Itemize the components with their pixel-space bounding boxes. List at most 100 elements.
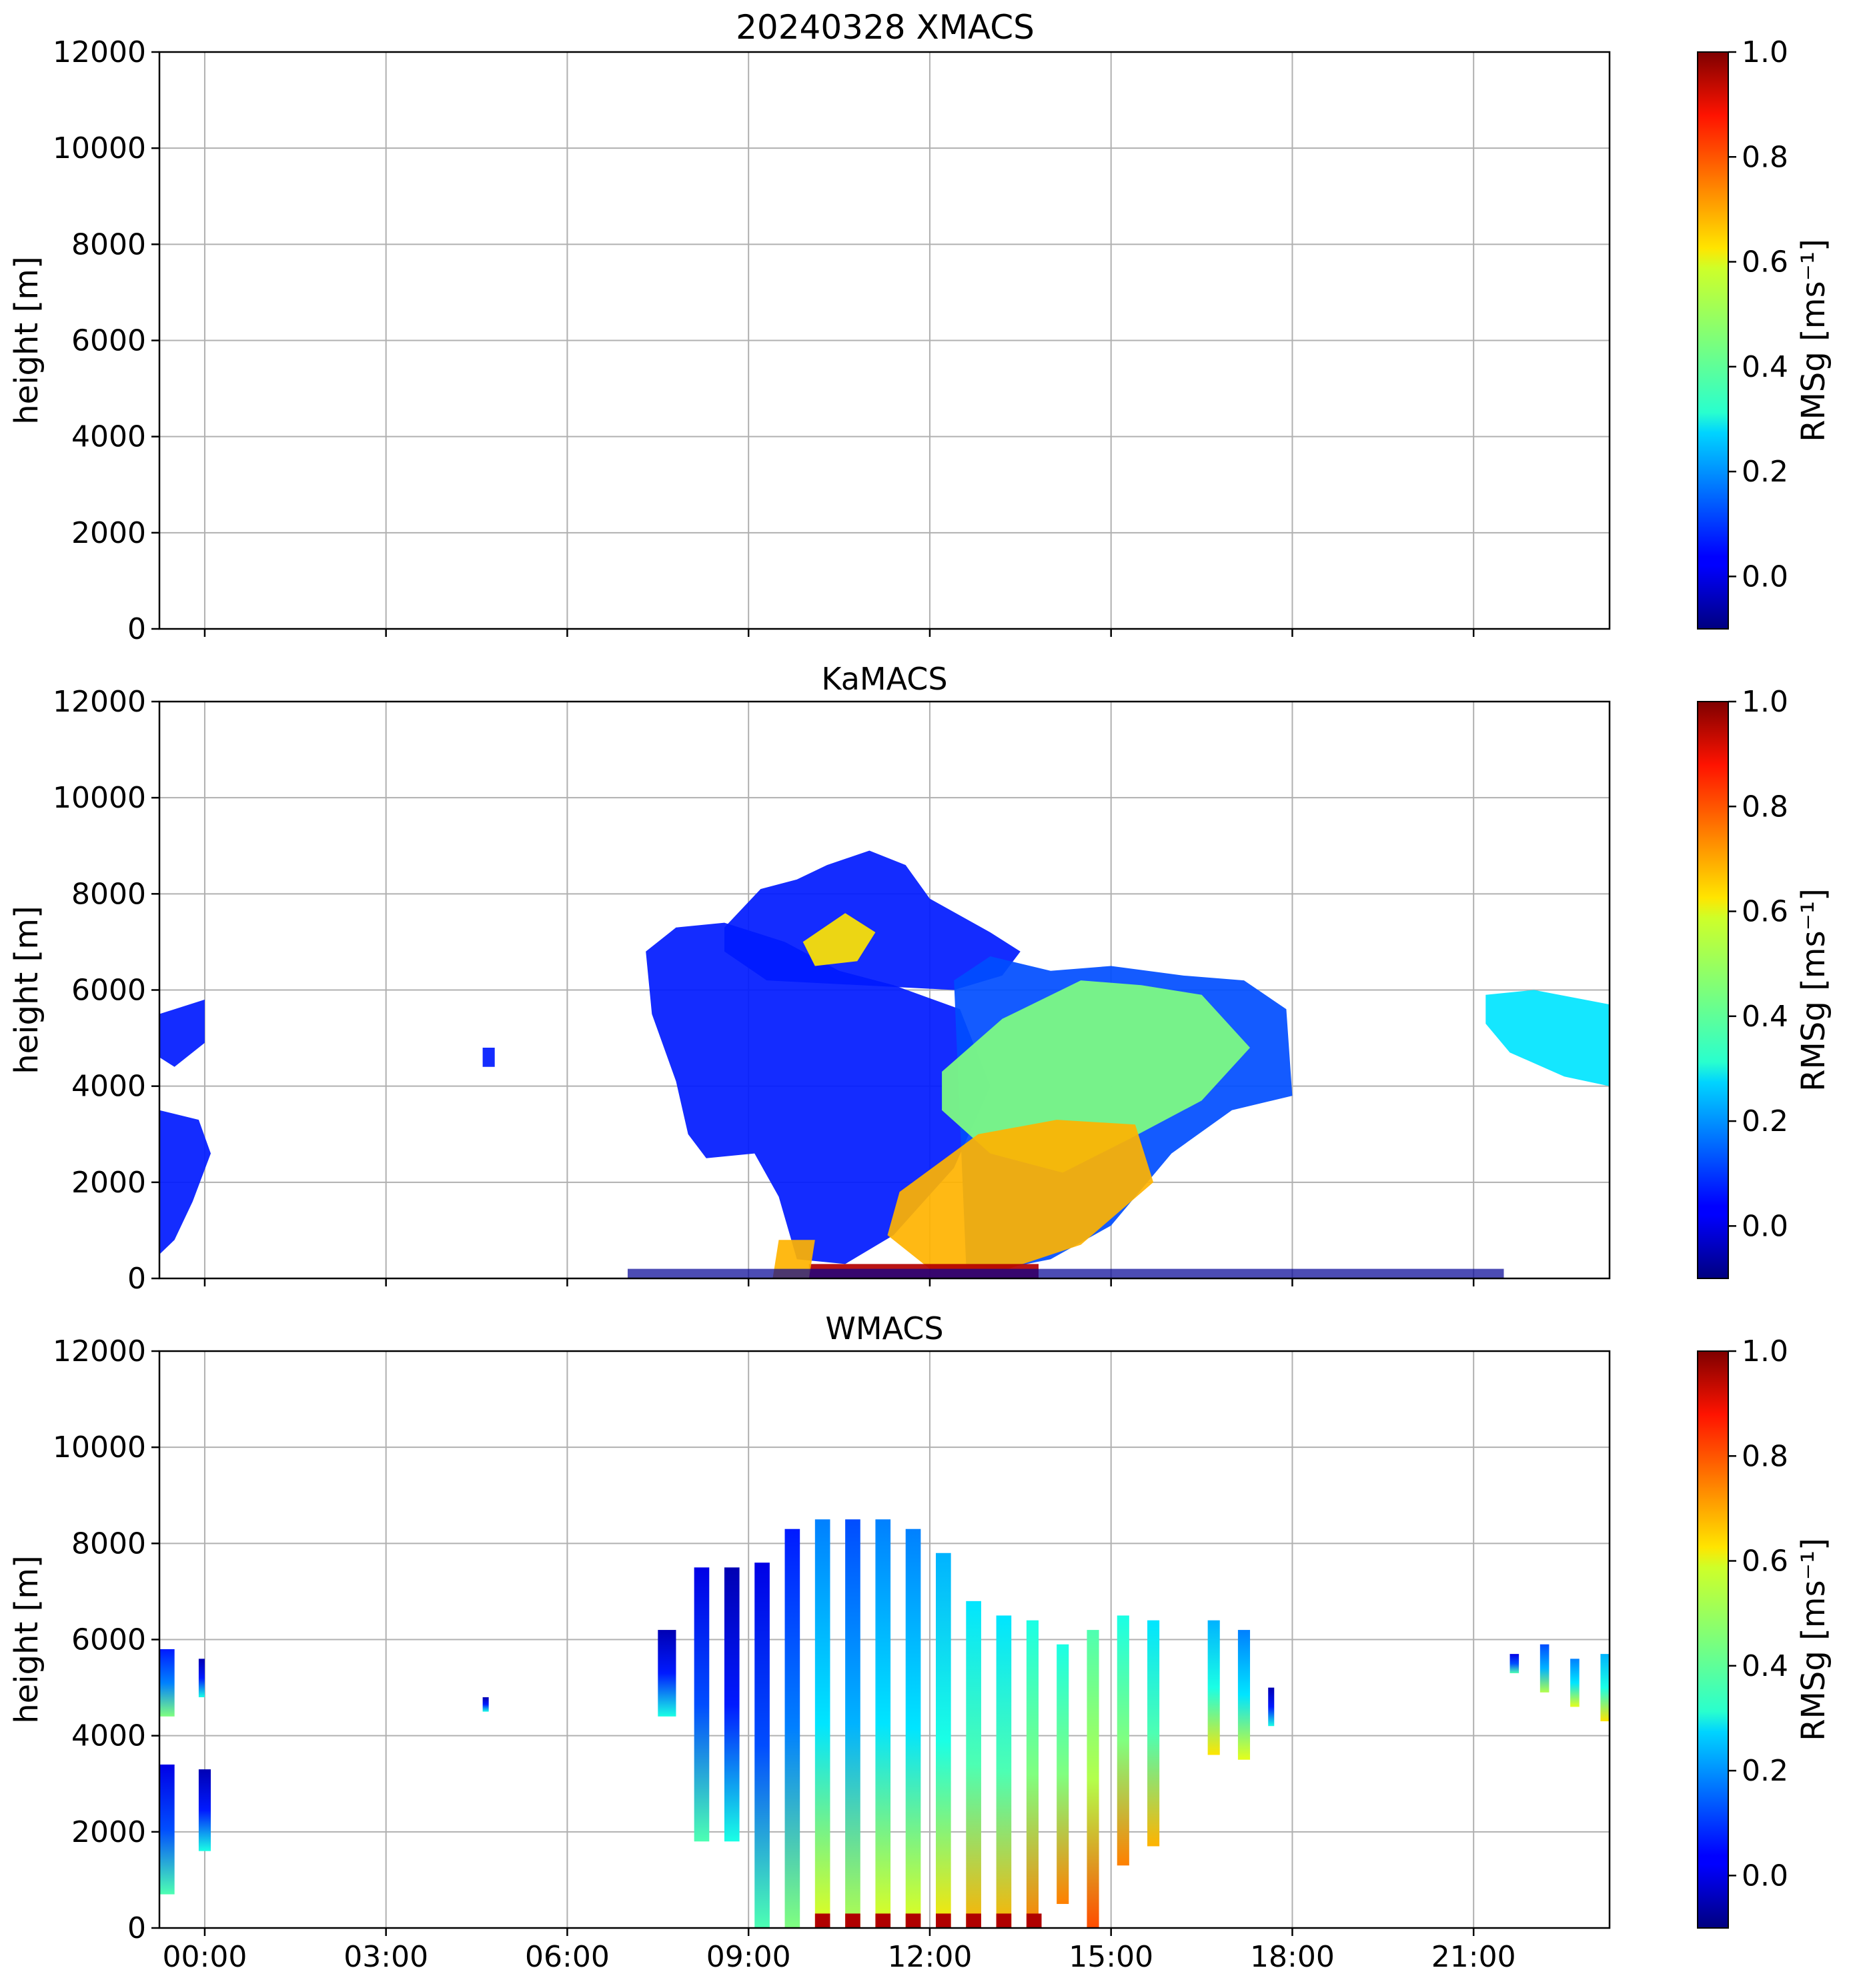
y-tick-label: 12000 [53, 685, 146, 719]
y-tick-label: 8000 [71, 227, 146, 261]
echo-early-upper-cloud [159, 999, 205, 1067]
echo-surface-strong [875, 1913, 891, 1928]
echo-small-echo [482, 1048, 495, 1067]
echo-band [845, 1519, 860, 1928]
colorbar-label: RMSg [ms⁻¹] [1795, 239, 1832, 442]
panel-1: 0 2000 4000 6000 8000 10000 12000 height [m] 0.0… [8, 35, 1832, 646]
colorbar-tick-label: 0.2 [1742, 1104, 1788, 1138]
y-tick-label: 2000 [71, 1166, 146, 1200]
x-tick-label: 18:00 [1250, 1940, 1335, 1974]
colorbar-tick-label: 0.6 [1742, 895, 1788, 929]
echo-band [905, 1529, 921, 1928]
colorbar-tick-label: 0.6 [1742, 245, 1788, 279]
echo-early-lower-cloud [159, 1110, 211, 1254]
colorbar [1697, 701, 1729, 1279]
echo-upper-turbulent-patch [802, 913, 876, 966]
echo-band [1117, 1615, 1129, 1866]
echo-band [996, 1615, 1012, 1928]
x-tick-label: 00:00 [163, 1940, 247, 1974]
y-tick-label: 10000 [53, 1430, 146, 1464]
y-tick-label: 10000 [53, 781, 146, 815]
echo-late-cloud [1485, 990, 1610, 1086]
y-tick-label: 4000 [71, 1070, 146, 1104]
y-tick-label: 2000 [71, 1815, 146, 1849]
echo-band [482, 1697, 489, 1712]
panel-2: KaMACS 0 2000 4000 6000 8000 10000 12000 height … [8, 661, 1832, 1296]
echo-mid-level-turbulent-band [942, 980, 1250, 1173]
colorbar-tick-label: 0.4 [1742, 350, 1788, 384]
echo-band [1147, 1620, 1160, 1847]
echo-surface-strong [845, 1913, 860, 1928]
echo-band [875, 1519, 891, 1928]
colorbar-tick-label: 0.8 [1742, 140, 1788, 174]
y-tick-label: 12000 [53, 1334, 146, 1368]
y-tick-label: 8000 [71, 877, 146, 911]
echo-band [159, 1649, 175, 1717]
y-tick-label: 6000 [71, 974, 146, 1008]
colorbar-tick-label: 0.4 [1742, 1000, 1788, 1034]
y-axis-label: height [m] [8, 906, 45, 1074]
y-tick-label: 0 [127, 612, 146, 646]
colorbar-label: RMSg [ms⁻¹] [1795, 888, 1832, 1092]
echo-surface-strong [996, 1913, 1012, 1928]
y-tick-label: 12000 [53, 35, 146, 69]
colorbar-tick-label: 0.2 [1742, 455, 1788, 489]
y-tick-label: 6000 [71, 324, 146, 358]
panel-3: WMACS 0 2000 4000 6000 8000 10000 12000 00:00 03:… [8, 1310, 1832, 1974]
y-tick-label: 0 [127, 1262, 146, 1296]
echo-band [1509, 1654, 1519, 1673]
echo-band [658, 1630, 676, 1717]
echo-band [1600, 1654, 1610, 1722]
echo-band [198, 1659, 205, 1697]
echo-band [1237, 1630, 1251, 1760]
echo-band [198, 1769, 211, 1851]
echo-band [1207, 1620, 1220, 1755]
x-tick-label: 03:00 [344, 1940, 428, 1974]
echo-main-cloud-left [646, 922, 991, 1264]
echo-surface-strong [905, 1913, 921, 1928]
y-tick-label: 0 [127, 1911, 146, 1945]
y-tick-label: 2000 [71, 516, 146, 550]
colorbar [1697, 51, 1729, 630]
echo-band [935, 1553, 951, 1928]
figure-title: 20240328 XMACS [736, 8, 1035, 47]
echo-layer [159, 850, 1610, 1278]
colorbar-tick-label: 0.4 [1742, 1649, 1788, 1683]
echo-band [1570, 1659, 1580, 1707]
echo-band [966, 1601, 981, 1928]
echo-band [784, 1529, 800, 1928]
echo-band [1026, 1620, 1039, 1928]
colorbar-label: RMSg [ms⁻¹] [1795, 1538, 1832, 1741]
colorbar-tick-label: 0.2 [1742, 1754, 1788, 1788]
y-tick-label: 4000 [71, 1719, 146, 1753]
echo-surface-strong [935, 1913, 951, 1928]
echo-band [694, 1567, 710, 1842]
colorbar-tick-label: 1.0 [1742, 685, 1788, 719]
y-tick-label: 8000 [71, 1527, 146, 1561]
colorbar-tick-label: 0.0 [1742, 1209, 1788, 1243]
x-tick-label: 21:00 [1431, 1940, 1516, 1974]
y-tick-label: 4000 [71, 420, 146, 454]
x-tick-label: 09:00 [706, 1940, 791, 1974]
y-tick-label: 10000 [53, 131, 146, 165]
colorbar-tick-label: 0.0 [1742, 560, 1788, 594]
echo-surface-strong [966, 1913, 981, 1928]
panel-title: KaMACS [821, 661, 947, 697]
echo-band [754, 1563, 770, 1928]
panel-title: WMACS [825, 1310, 943, 1346]
colorbar-tick-label: 1.0 [1742, 35, 1788, 69]
colorbar-tick-label: 0.0 [1742, 1859, 1788, 1893]
x-tick-label: 12:00 [888, 1940, 973, 1974]
y-tick-label: 6000 [71, 1623, 146, 1657]
echo-band [1268, 1687, 1275, 1727]
echo-band [814, 1519, 830, 1928]
echo-layer [159, 1519, 1610, 1928]
echo-lower-turbulent-layer [887, 1120, 1154, 1269]
echo-band [159, 1764, 175, 1895]
echo-surface-clutter [628, 1268, 1504, 1278]
colorbar-tick-label: 0.8 [1742, 1439, 1788, 1473]
echo-band [1087, 1630, 1099, 1928]
echo-band [724, 1567, 740, 1842]
y-axis-label: height [m] [8, 256, 45, 424]
